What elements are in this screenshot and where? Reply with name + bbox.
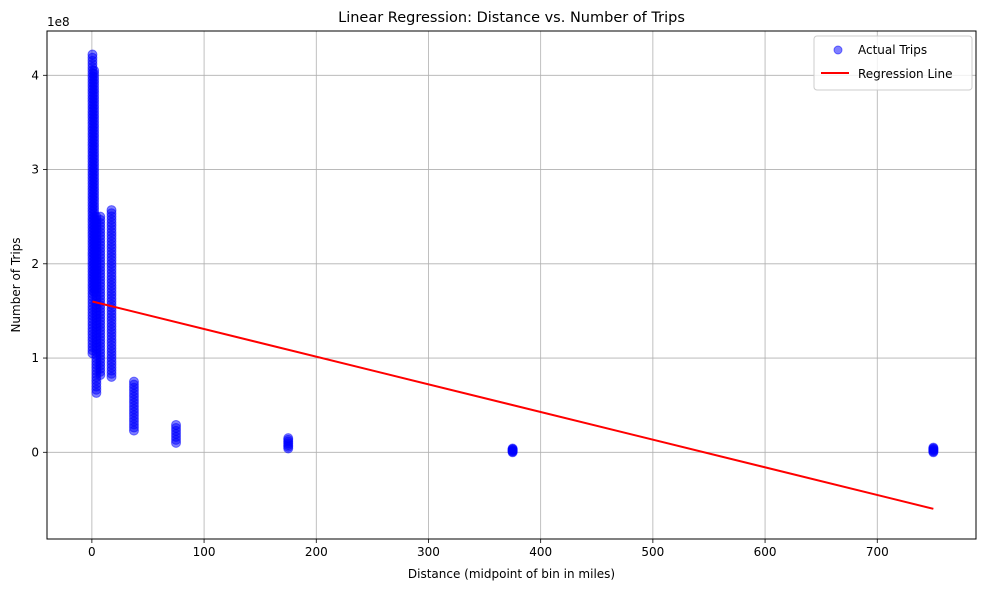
legend-label-actual-trips: Actual Trips [858, 43, 927, 57]
x-tick-label: 300 [417, 545, 440, 559]
x-tick-label: 0 [88, 545, 96, 559]
data-point [283, 433, 294, 444]
data-point [87, 49, 98, 60]
x-axis: 0 100 200 300 400 500 600 700 [88, 539, 889, 559]
y-tick-label: 4 [31, 68, 39, 82]
data-point [507, 443, 518, 454]
data-point [171, 419, 182, 430]
x-axis-label: Distance (midpoint of bin in miles) [408, 567, 615, 581]
legend-label-regression-line: Regression Line [858, 67, 952, 81]
regression-line [92, 300, 934, 510]
x-tick-label: 500 [641, 545, 664, 559]
y-axis: 0 1 2 3 4 [31, 68, 47, 459]
y-tick-label: 1 [31, 351, 39, 365]
plot-frame [46, 30, 977, 540]
data-point [89, 65, 100, 76]
y-tick-label: 0 [31, 445, 39, 459]
x-tick-label: 400 [529, 545, 552, 559]
x-tick-label: 100 [193, 545, 216, 559]
plot-area [87, 49, 939, 510]
legend: Actual Trips Regression Line [813, 35, 973, 91]
y-axis-label: Number of Trips [9, 237, 23, 332]
x-tick-label: 700 [866, 545, 889, 559]
data-point [95, 211, 106, 222]
grid [47, 31, 976, 539]
legend-scatter-marker [833, 45, 843, 55]
x-tick-label: 600 [754, 545, 777, 559]
y-offset-label: 1e8 [47, 15, 70, 29]
data-point [128, 376, 139, 387]
data-point [106, 205, 117, 216]
y-tick-label: 3 [31, 163, 39, 177]
data-point [928, 442, 939, 453]
y-tick-label: 2 [31, 257, 39, 271]
chart-title: Linear Regression: Distance vs. Number o… [338, 10, 685, 26]
x-tick-label: 200 [305, 545, 328, 559]
legend-box [813, 35, 973, 91]
